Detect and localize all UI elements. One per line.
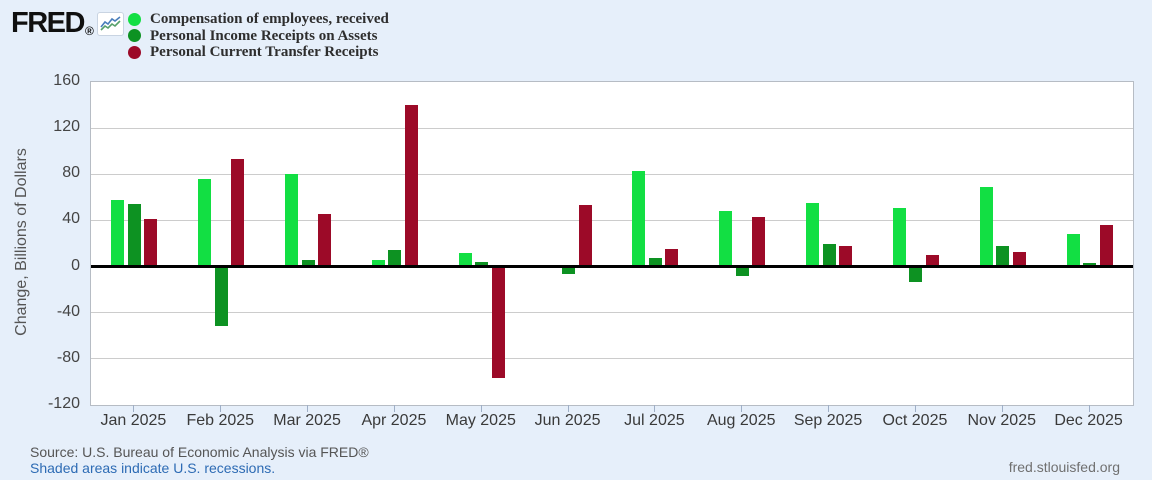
bar-compensation-jul-2025 xyxy=(632,170,646,267)
bar-compensation-nov-2025 xyxy=(979,186,993,267)
y-tick-label: -40 xyxy=(56,302,80,320)
y-tick-label: 120 xyxy=(53,118,80,136)
y-tick-label: 160 xyxy=(53,72,80,89)
bar-personal-nov-2025 xyxy=(1012,251,1026,267)
y-tick-label: 80 xyxy=(62,164,80,182)
bar-compensation-jan-2025 xyxy=(111,199,125,267)
bar-personal-nov-2025 xyxy=(996,245,1010,267)
gridline xyxy=(91,358,1133,360)
bar-personal-jun-2025 xyxy=(578,205,592,267)
bar-personal-jan-2025 xyxy=(127,204,141,267)
bar-personal-mar-2025 xyxy=(318,213,332,267)
y-tick-label: -80 xyxy=(56,348,80,366)
x-tick-mark xyxy=(220,405,222,412)
x-tick-mark xyxy=(133,405,135,412)
legend-swatch xyxy=(128,12,141,26)
x-tick-label: Nov 2025 xyxy=(967,412,1037,429)
bar-personal-jun-2025 xyxy=(562,268,576,274)
x-tick-label: Jan 2025 xyxy=(100,412,167,429)
gridline xyxy=(91,219,1133,221)
y-tick-label: 0 xyxy=(71,256,80,274)
x-tick-label: Apr 2025 xyxy=(361,412,427,429)
recession-note-link[interactable]: Shaded areas indicate U.S. recessions. xyxy=(30,460,276,476)
gridline xyxy=(91,127,1133,129)
gridline xyxy=(91,173,1133,175)
zero-axis-line xyxy=(91,265,1133,269)
x-tick-mark xyxy=(1001,405,1003,412)
bar-personal-may-2025 xyxy=(491,268,505,378)
legend-item: Compensation of employees, received xyxy=(128,11,389,28)
x-tick-label: Aug 2025 xyxy=(706,412,776,429)
bar-personal-aug-2025 xyxy=(735,268,749,277)
chart-legend: Compensation of employees, received Pers… xyxy=(128,11,389,61)
x-tick-mark xyxy=(1088,405,1090,412)
bar-compensation-mar-2025 xyxy=(285,174,299,267)
x-tick-mark xyxy=(480,405,482,412)
x-tick-mark xyxy=(741,405,743,412)
x-tick-label: Oct 2025 xyxy=(882,412,948,429)
bar-personal-apr-2025 xyxy=(404,105,418,267)
x-tick-mark xyxy=(828,405,830,412)
bar-personal-apr-2025 xyxy=(388,250,402,267)
x-tick-label: Feb 2025 xyxy=(186,412,255,429)
y-tick-label: 40 xyxy=(62,210,80,228)
x-tick-label: Jun 2025 xyxy=(534,412,601,429)
x-tick-label: May 2025 xyxy=(445,412,516,429)
bar-personal-feb-2025 xyxy=(231,159,245,267)
bar-compensation-aug-2025 xyxy=(719,211,733,267)
bar-personal-dec-2025 xyxy=(1099,225,1113,267)
bar-personal-jan-2025 xyxy=(144,219,158,267)
legend-item: Personal Current Transfer Receipts xyxy=(128,44,389,61)
x-tick-mark xyxy=(654,405,656,412)
bar-compensation-feb-2025 xyxy=(198,178,212,267)
legend-label: Compensation of employees, received xyxy=(150,11,389,28)
legend-item: Personal Income Receipts on Assets xyxy=(128,28,389,45)
bar-compensation-oct-2025 xyxy=(892,207,906,267)
bar-compensation-apr-2025 xyxy=(371,259,385,267)
fred-site-url: fred.stlouisfed.org xyxy=(1008,459,1120,475)
bar-personal-mar-2025 xyxy=(301,259,315,267)
fred-sparkline-icon xyxy=(96,12,124,36)
fred-logo-text: FRED xyxy=(11,7,85,39)
bar-personal-feb-2025 xyxy=(214,268,228,326)
x-tick-mark xyxy=(914,405,916,412)
x-tick-label: Jul 2025 xyxy=(624,412,685,429)
bar-personal-sep-2025 xyxy=(822,243,836,267)
bar-compensation-may-2025 xyxy=(458,252,472,267)
y-tick-label: -120 xyxy=(47,395,80,412)
bar-compensation-dec-2025 xyxy=(1066,234,1080,267)
x-tick-mark xyxy=(393,405,395,412)
legend-swatch xyxy=(128,45,141,59)
bar-personal-oct-2025 xyxy=(925,255,939,267)
x-tick-label: Mar 2025 xyxy=(273,412,341,429)
legend-label: Personal Income Receipts on Assets xyxy=(150,27,378,44)
x-tick-label: Sep 2025 xyxy=(793,412,863,429)
legend-label: Personal Current Transfer Receipts xyxy=(150,44,379,61)
bar-personal-dec-2025 xyxy=(1083,263,1097,267)
bar-personal-oct-2025 xyxy=(909,268,923,282)
bar-personal-aug-2025 xyxy=(752,216,766,267)
x-tick-mark xyxy=(307,405,309,412)
source-attribution: Source: U.S. Bureau of Economic Analysis… xyxy=(30,444,369,460)
bar-personal-jul-2025 xyxy=(665,249,679,267)
plot-area xyxy=(90,81,1134,406)
gridline xyxy=(91,312,1133,314)
bar-personal-sep-2025 xyxy=(839,245,853,267)
bar-personal-may-2025 xyxy=(475,261,489,267)
fred-logo[interactable]: FRED ® xyxy=(11,7,124,39)
legend-swatch xyxy=(128,29,141,43)
x-tick-mark xyxy=(567,405,569,412)
bar-compensation-sep-2025 xyxy=(806,203,820,267)
x-tick-label: Dec 2025 xyxy=(1054,412,1123,429)
bar-personal-jul-2025 xyxy=(648,258,662,267)
fred-logo-registered-mark: ® xyxy=(84,24,94,38)
